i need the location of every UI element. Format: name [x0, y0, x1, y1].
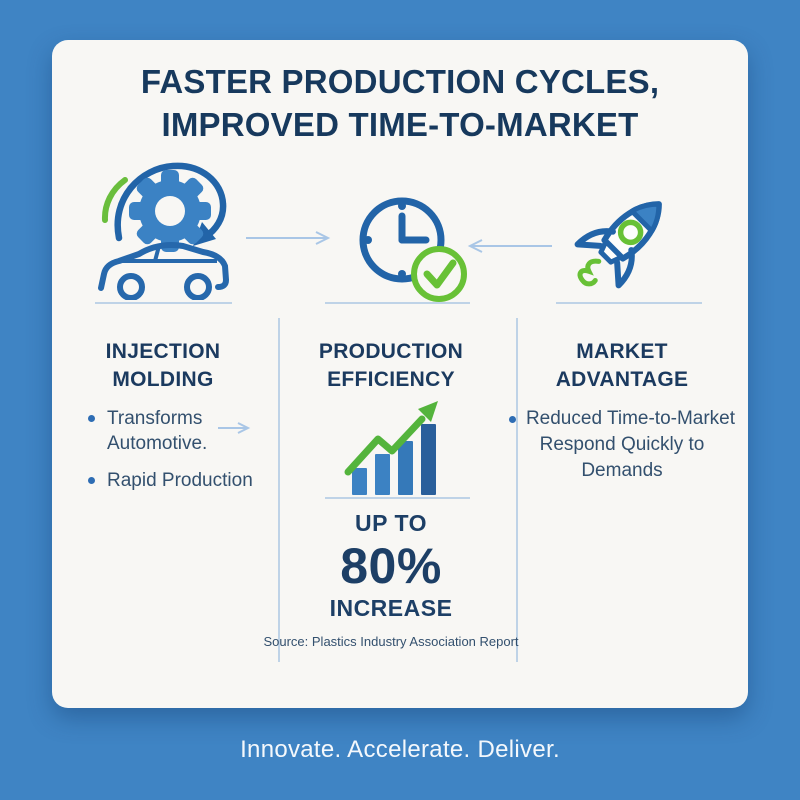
page-title-line2: IMPROVED TIME-TO-MARKET — [161, 106, 639, 143]
market-advantage-bullets: Reduced Time-to-Market Respond Quickly t… — [507, 406, 737, 484]
bullet-dot — [88, 477, 95, 484]
icon-underline-1 — [95, 302, 232, 304]
heading-line: MARKET — [576, 340, 668, 363]
column-heading-production-efficiency: PRODUCTION EFFICIENCY — [291, 338, 491, 394]
chart-underline — [325, 497, 470, 499]
column-heading-injection-molding: INJECTION MOLDING — [63, 338, 263, 394]
page-title-line1: FASTER PRODUCTION CYCLES, — [140, 63, 660, 100]
flow-arrow-icon — [216, 420, 256, 436]
bullet-text: Respond Quickly to Demands — [539, 434, 705, 481]
heading-line: PRODUCTION — [318, 340, 464, 363]
clock-check-icon — [350, 190, 468, 304]
cycle-arrow-icon — [114, 162, 227, 242]
bullet-text: Transforms Automotive. — [107, 408, 208, 454]
stat-prefix: UP TO — [355, 510, 427, 536]
stat-block: UP TO 80% INCREASE — [291, 510, 491, 622]
gear-cycle-car-icon — [95, 148, 235, 300]
bullet-dot — [508, 415, 516, 423]
icon-underline-2 — [325, 302, 470, 304]
tagline: Innovate. Accelerate. Deliver. — [240, 736, 560, 763]
column-heading-market-advantage: MARKET ADVANTAGE — [522, 338, 722, 394]
heading-line: ADVANTAGE — [555, 368, 689, 391]
icon-underline-3 — [556, 302, 702, 304]
column-divider-1 — [278, 318, 280, 662]
infographic-card: FASTER PRODUCTION CYCLES, IMPROVED TIME-… — [52, 40, 748, 708]
list-item: Rapid Production — [88, 468, 253, 493]
bullet-text: Rapid Production — [107, 470, 253, 491]
page-title: FASTER PRODUCTION CYCLES, IMPROVED TIME-… — [52, 60, 748, 146]
bullet-text: Reduced Time-to-Market — [525, 408, 736, 429]
injection-molding-bullets: Transforms Automotive. Rapid Production — [88, 406, 253, 505]
heading-line: MOLDING — [112, 368, 214, 391]
column-divider-2 — [516, 318, 518, 662]
stat-value: 80% — [340, 538, 442, 594]
left-arrow-icon — [460, 238, 554, 254]
right-arrow-icon — [244, 230, 338, 246]
bar-chart-growth-icon — [338, 392, 458, 495]
bullet-dot — [88, 415, 95, 422]
heading-line: INJECTION — [105, 340, 221, 363]
green-arc-icon — [101, 177, 128, 223]
source-note: Source: Plastics Industry Association Re… — [263, 634, 519, 649]
gear-icon — [129, 170, 211, 252]
rocket-icon — [557, 180, 683, 306]
list-item: Reduced Time-to-Market — [508, 406, 736, 432]
car-icon — [98, 242, 229, 300]
stat-suffix: INCREASE — [329, 595, 453, 621]
list-item: Transforms Automotive. — [88, 406, 253, 456]
heading-line: EFFICIENCY — [327, 368, 455, 391]
